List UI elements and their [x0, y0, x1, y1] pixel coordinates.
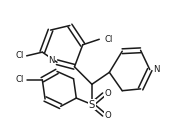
Text: N: N	[153, 65, 160, 74]
Text: Cl: Cl	[16, 51, 24, 60]
Text: O: O	[104, 89, 111, 98]
Text: O: O	[104, 111, 111, 120]
Text: S: S	[89, 99, 95, 109]
Text: Cl: Cl	[16, 75, 24, 84]
Text: N: N	[48, 56, 55, 65]
Text: Cl: Cl	[105, 35, 113, 44]
